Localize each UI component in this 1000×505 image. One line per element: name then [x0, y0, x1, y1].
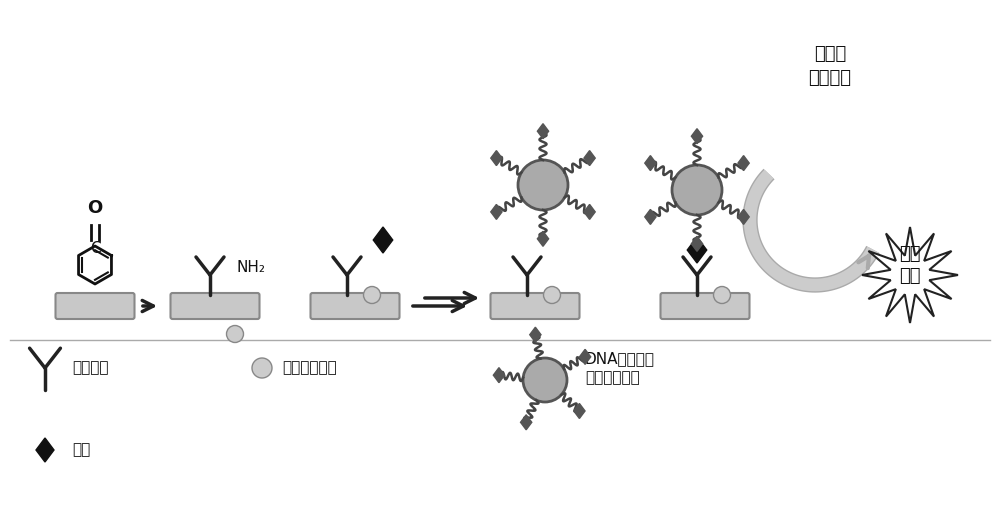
Polygon shape — [491, 205, 502, 219]
Polygon shape — [645, 210, 656, 224]
Text: 牛血清白蛋白: 牛血清白蛋白 — [282, 361, 337, 376]
Circle shape — [544, 286, 560, 304]
Polygon shape — [584, 205, 595, 219]
Polygon shape — [691, 236, 703, 251]
Polygon shape — [537, 231, 549, 246]
FancyBboxPatch shape — [310, 293, 400, 319]
FancyBboxPatch shape — [490, 293, 580, 319]
Polygon shape — [574, 403, 585, 419]
Polygon shape — [862, 227, 958, 323]
Polygon shape — [691, 129, 703, 144]
Circle shape — [523, 358, 567, 402]
Polygon shape — [579, 349, 591, 364]
Polygon shape — [491, 150, 502, 166]
FancyBboxPatch shape — [55, 293, 134, 319]
Polygon shape — [738, 210, 749, 224]
Polygon shape — [373, 227, 393, 253]
Text: 鲁米诺
过氧化氢: 鲁米诺 过氧化氢 — [809, 45, 852, 86]
Text: 化学
发光: 化学 发光 — [899, 245, 921, 285]
Circle shape — [226, 326, 244, 342]
Text: NH₂: NH₂ — [237, 260, 266, 275]
Text: C: C — [90, 241, 100, 257]
FancyBboxPatch shape — [170, 293, 260, 319]
Polygon shape — [36, 438, 54, 462]
Circle shape — [364, 286, 380, 304]
Polygon shape — [584, 150, 595, 166]
Text: 抗原: 抗原 — [72, 442, 90, 458]
Polygon shape — [493, 368, 505, 383]
Polygon shape — [537, 124, 549, 139]
Text: O: O — [87, 199, 103, 217]
Polygon shape — [521, 415, 532, 430]
Polygon shape — [530, 327, 541, 342]
Polygon shape — [645, 156, 656, 171]
Circle shape — [252, 358, 272, 378]
Polygon shape — [738, 156, 749, 171]
Text: DNA酶标记银
纳米粒子探针: DNA酶标记银 纳米粒子探针 — [585, 351, 655, 385]
Circle shape — [714, 286, 730, 304]
Circle shape — [672, 165, 722, 215]
Text: 捕捉抗体: 捕捉抗体 — [72, 361, 108, 376]
FancyBboxPatch shape — [660, 293, 750, 319]
Polygon shape — [687, 237, 707, 263]
Circle shape — [518, 160, 568, 210]
